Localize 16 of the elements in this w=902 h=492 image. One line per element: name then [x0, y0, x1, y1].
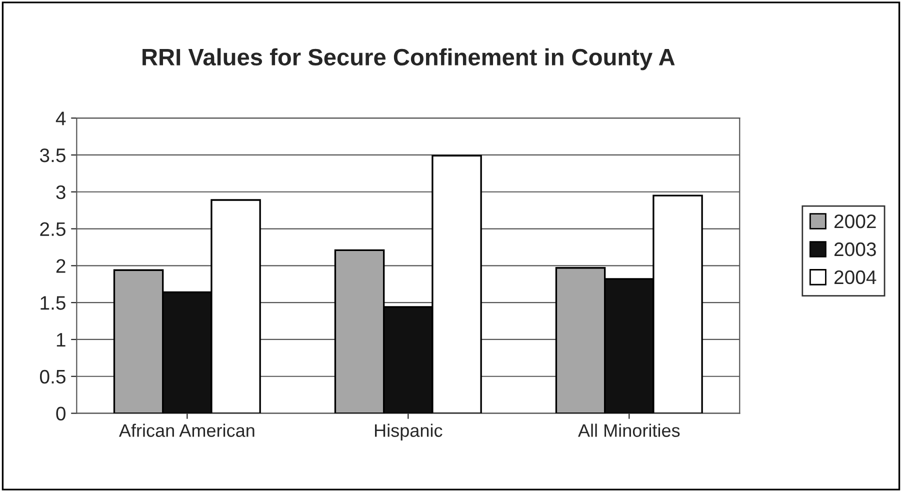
legend-label: 2003 — [834, 242, 876, 256]
x-tick-label: All Minorities — [578, 424, 680, 437]
y-tick-label: 4 — [56, 112, 66, 126]
legend-label: 2002 — [834, 214, 876, 228]
y-tick-label: 1 — [56, 333, 66, 347]
y-tick-label: 3.5 — [40, 148, 66, 162]
y-tick-label: 1.5 — [40, 296, 66, 310]
legend-label: 2004 — [834, 270, 876, 284]
y-tick-label: 3 — [56, 185, 66, 200]
x-tick-label: African American — [118, 424, 254, 437]
y-tick-label: 2.5 — [40, 222, 66, 236]
x-tick-label: Hispanic — [375, 424, 442, 441]
y-tick-label: 2 — [56, 259, 66, 273]
chart-title: RRI Values for Secure Confinement in County A — [142, 48, 675, 70]
y-tick-label: 0 — [56, 406, 66, 421]
y-tick-label: 0.5 — [40, 370, 66, 384]
